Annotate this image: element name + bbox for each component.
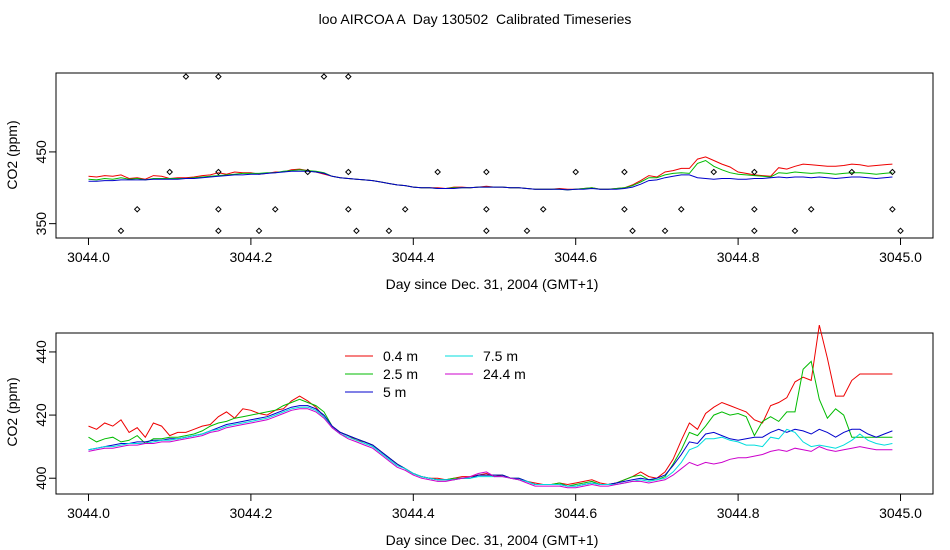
scatter-point — [345, 205, 352, 213]
top-y-tick-label: 450 — [33, 140, 49, 164]
top-y-tick-label: 350 — [33, 212, 49, 236]
bottom-x-tick-label: 3044.2 — [229, 505, 272, 521]
scatter-point — [215, 205, 222, 213]
top-plot-frame — [55, 72, 934, 239]
bottom-x-tick-label: 3044.6 — [554, 505, 597, 521]
scatter-point — [889, 168, 896, 176]
top-x-tick-label: 3045.0 — [879, 249, 922, 265]
scatter-point — [661, 227, 669, 235]
top-y-axis-label: CO2 (ppm) — [4, 120, 20, 189]
scatter-point — [133, 205, 141, 213]
scatter-point — [215, 73, 222, 80]
scatter-point — [483, 227, 490, 235]
scatter-point — [434, 168, 441, 176]
bottom-x-axis-label: Day since Dec. 31, 2004 (GMT+1) — [386, 532, 599, 548]
scatter-point — [166, 168, 173, 176]
scatter-point — [848, 168, 856, 176]
bottom-panel: Day since Dec. 31, 2004 (GMT+1) CO2 (ppm… — [4, 324, 934, 548]
top-x-tick-label: 3044.2 — [229, 249, 272, 265]
scatter-point — [677, 205, 685, 213]
scatter-point — [751, 205, 758, 213]
scatter-point — [572, 168, 580, 176]
scatter-point — [304, 168, 312, 176]
scatter-point — [751, 168, 758, 176]
bottom-x-tick-label: 3044.4 — [392, 505, 435, 521]
top-x-tick-label: 3044.4 — [392, 249, 435, 265]
bottom-y-axis-label: CO2 (ppm) — [4, 377, 20, 446]
scatter-point — [182, 73, 190, 80]
scatter-point — [271, 205, 279, 213]
scatter-point — [897, 227, 904, 235]
scatter-point — [401, 205, 409, 213]
bottom-series-line-3 — [88, 406, 893, 487]
legend: 0.4 m 2.5 m 5 m 7.5 m 24.4 m — [345, 348, 526, 400]
scatter-point — [710, 168, 718, 176]
legend-label: 24.4 m — [483, 366, 526, 382]
top-series-line-0 — [88, 156, 893, 190]
scatter-point — [320, 73, 328, 80]
top-series-line-2 — [88, 170, 893, 191]
scatter-point — [791, 227, 799, 235]
scatter-point — [483, 168, 490, 176]
scatter-point — [539, 205, 547, 213]
bottom-x-tick-label: 3044.0 — [67, 505, 110, 521]
chart-title: loo AIRCOA A Day 130502 Calibrated Times… — [318, 11, 632, 27]
scatter-point — [215, 227, 222, 235]
bottom-series-line-4 — [88, 408, 893, 489]
scatter-point — [621, 168, 628, 176]
scatter-point — [215, 168, 222, 176]
top-panel: Day since Dec. 31, 2004 (GMT+1) CO2 (ppm… — [4, 72, 934, 292]
top-x-axis-label: Day since Dec. 31, 2004 (GMT+1) — [386, 276, 599, 292]
legend-label: 0.4 m — [383, 348, 418, 364]
top-x-tick-label: 3044.8 — [717, 249, 760, 265]
scatter-point — [889, 205, 896, 213]
bottom-series-line-2 — [88, 405, 893, 487]
scatter-point — [523, 227, 531, 235]
scatter-point — [353, 227, 360, 235]
bottom-x-tick-label: 3045.0 — [879, 505, 922, 521]
bottom-x-tick-label: 3044.8 — [717, 505, 760, 521]
bottom-y-tick-label: 400 — [33, 466, 49, 490]
scatter-point — [345, 73, 352, 80]
scatter-point — [621, 205, 628, 213]
legend-label: 5 m — [383, 384, 406, 400]
scatter-point — [385, 227, 393, 235]
scatter-point — [255, 227, 263, 235]
scatter-point — [117, 227, 125, 235]
scatter-point — [483, 205, 490, 213]
scatter-point — [629, 227, 636, 235]
bottom-y-tick-label: 420 — [33, 403, 49, 427]
legend-label: 2.5 m — [383, 366, 418, 382]
top-x-tick-label: 3044.0 — [67, 249, 110, 265]
scatter-point — [751, 227, 758, 235]
top-x-tick-label: 3044.6 — [554, 249, 597, 265]
bottom-y-tick-label: 440 — [33, 340, 49, 364]
legend-label: 7.5 m — [483, 348, 518, 364]
scatter-point — [345, 168, 352, 176]
scatter-point — [807, 205, 815, 213]
